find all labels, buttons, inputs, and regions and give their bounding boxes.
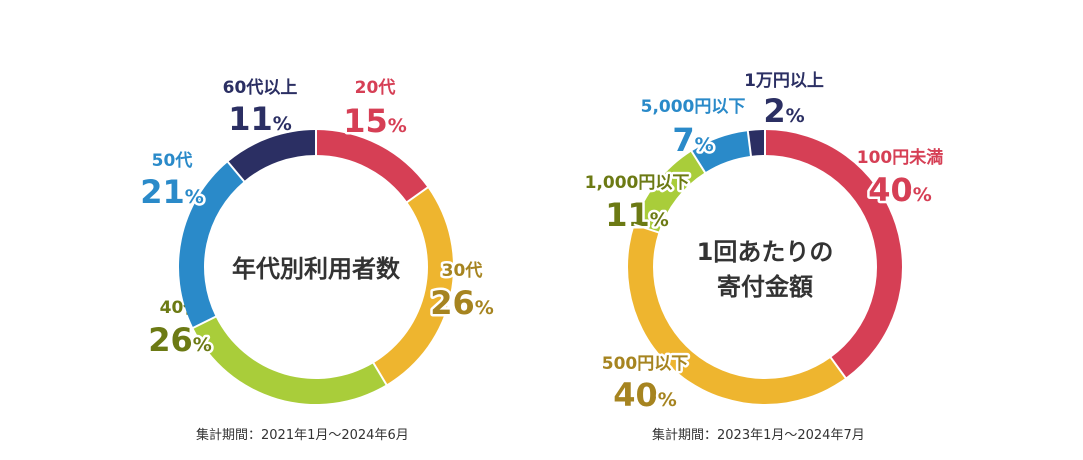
slice-label: 60代以上 — [223, 77, 298, 98]
slice-value-label: 15% — [343, 102, 407, 140]
slice-label: 1,000円以下 — [585, 173, 690, 193]
chart-center-title: 年代別利用者数 — [232, 255, 401, 283]
donut-slice-donation-0 — [765, 130, 902, 378]
donation-donut-chart: 100円未満40%500円以下40%1,000円以下11%5,000円以下7%1… — [582, 69, 946, 417]
slice-separator — [372, 361, 388, 386]
donut-slice-age-3 — [179, 162, 245, 328]
slice-label: 20代 — [355, 77, 396, 98]
slice-label: 1万円以上 — [744, 71, 824, 91]
slice-separator — [746, 129, 753, 158]
slice-label: 500円以下 — [602, 354, 689, 374]
donut-slice-age-4 — [227, 130, 316, 182]
donut-slice-age-1 — [373, 187, 453, 385]
slice-label: 100円未満 — [857, 147, 944, 168]
donut-slice-donation-2 — [634, 151, 705, 233]
slice-value-label: 26% — [148, 321, 212, 359]
slice-value-label: 40% — [868, 171, 932, 209]
donut-slice-donation-1 — [628, 224, 846, 405]
slice-value-label: 40% — [613, 376, 677, 414]
slice-label: 30代 — [442, 260, 483, 281]
chart-center-title: 寄付金額 — [717, 273, 813, 301]
slice-label: 50代 — [152, 150, 193, 171]
slice-label: 5,000円以下 — [641, 97, 746, 117]
donut-slice-donation-3 — [691, 131, 751, 173]
slice-separator — [226, 160, 246, 183]
slice-separator — [405, 186, 429, 204]
chart-center-title: 1回あたりの — [697, 238, 834, 266]
slice-separator — [829, 356, 847, 380]
slice-value-label: 11% — [228, 100, 292, 138]
slice-separator — [690, 149, 707, 174]
donation-chart-period-note: 集計期間：2023年1月～2024年7月 — [652, 428, 865, 443]
donut-slice-age-2 — [193, 316, 387, 404]
age-chart-period-note: 集計期間：2021年1月～2024年6月 — [196, 428, 409, 443]
slice-separator — [633, 223, 660, 234]
slice-separator — [191, 315, 217, 330]
slice-value-label: 21% — [140, 173, 204, 211]
donut-slice-age-0 — [316, 130, 428, 203]
slice-value-label: 26% — [430, 284, 494, 322]
slice-value-label: 2% — [763, 92, 804, 130]
donut-slice-donation-4 — [747, 130, 765, 156]
